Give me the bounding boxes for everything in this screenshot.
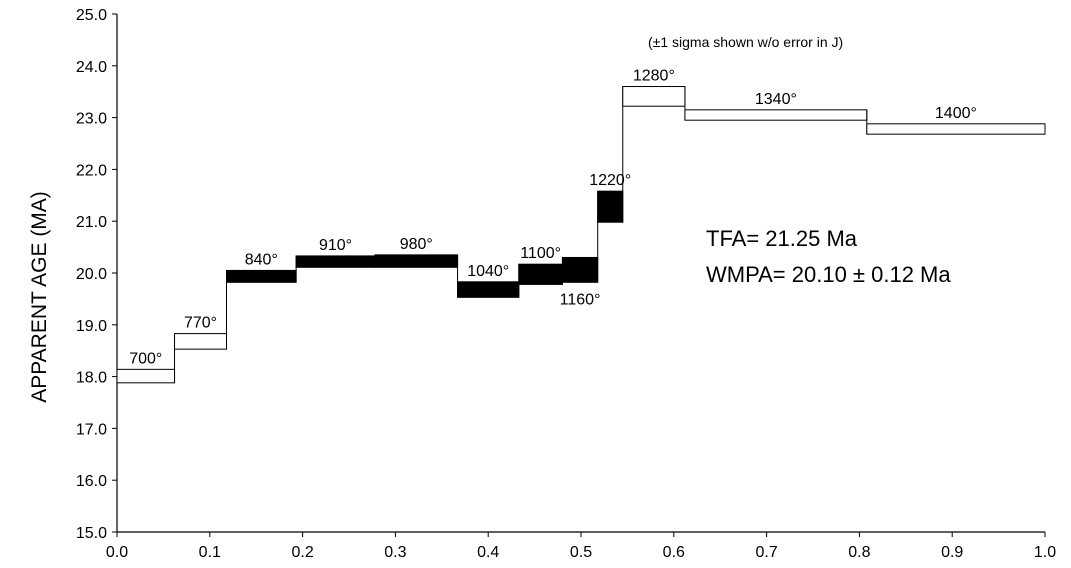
x-tick-label: 0.0 (106, 544, 128, 561)
y-tick-label: 18.0 (76, 370, 107, 387)
step-label: 910° (319, 237, 352, 254)
step-box (296, 256, 375, 267)
x-tick-label: 0.1 (199, 544, 221, 561)
step-box (458, 282, 519, 298)
step-label: 770° (184, 315, 217, 332)
step-box (117, 369, 175, 382)
y-tick-label: 23.0 (76, 111, 107, 128)
step-box (519, 264, 563, 284)
x-tick-label: 1.0 (1034, 544, 1056, 561)
step-label: 840° (245, 251, 278, 268)
y-tick-label: 24.0 (76, 59, 107, 76)
wmpa-text: WMPA= 20.10 ± 0.12 Ma (706, 262, 951, 287)
y-tick-label: 21.0 (76, 214, 107, 231)
step-label: 1280° (633, 68, 675, 85)
y-tick-label: 25.0 (76, 7, 107, 24)
step-box (227, 270, 297, 282)
x-tick-label: 0.8 (848, 544, 870, 561)
step-box (175, 334, 227, 350)
tfa-text: TFA= 21.25 Ma (706, 226, 858, 251)
x-tick-label: 0.7 (755, 544, 777, 561)
x-tick-label: 0.6 (663, 544, 685, 561)
x-tick-label: 0.4 (477, 544, 499, 561)
step-label: 1220° (589, 172, 631, 189)
step-box (685, 110, 867, 120)
step-series (117, 87, 1045, 383)
step-label: 1340° (755, 91, 797, 108)
step-box (562, 257, 597, 282)
x-tick-label: 0.9 (941, 544, 963, 561)
step-box (375, 255, 458, 267)
step-label: 1400° (935, 105, 977, 122)
step-label: 1040° (467, 263, 509, 280)
y-tick-label: 20.0 (76, 266, 107, 283)
step-box (867, 124, 1045, 134)
step-box (598, 191, 623, 222)
x-tick-label: 0.2 (291, 544, 313, 561)
y-tick-label: 22.0 (76, 162, 107, 179)
step-box (623, 87, 685, 107)
step-label: 1160° (560, 291, 601, 308)
x-tick-label: 0.5 (570, 544, 592, 561)
y-axis-label: APPARENT AGE (MA) (28, 191, 51, 403)
y-tick-label: 15.0 (76, 525, 107, 542)
step-label: 1100° (520, 245, 561, 262)
step-label: 700° (129, 350, 162, 367)
step-label: 980° (400, 236, 433, 253)
y-tick-label: 19.0 (76, 318, 107, 335)
y-tick-label: 16.0 (76, 473, 107, 490)
y-tick-label: 17.0 (76, 421, 107, 438)
x-tick-label: 0.3 (384, 544, 406, 561)
sigma-note: (±1 sigma shown w/o error in J) (648, 34, 843, 50)
